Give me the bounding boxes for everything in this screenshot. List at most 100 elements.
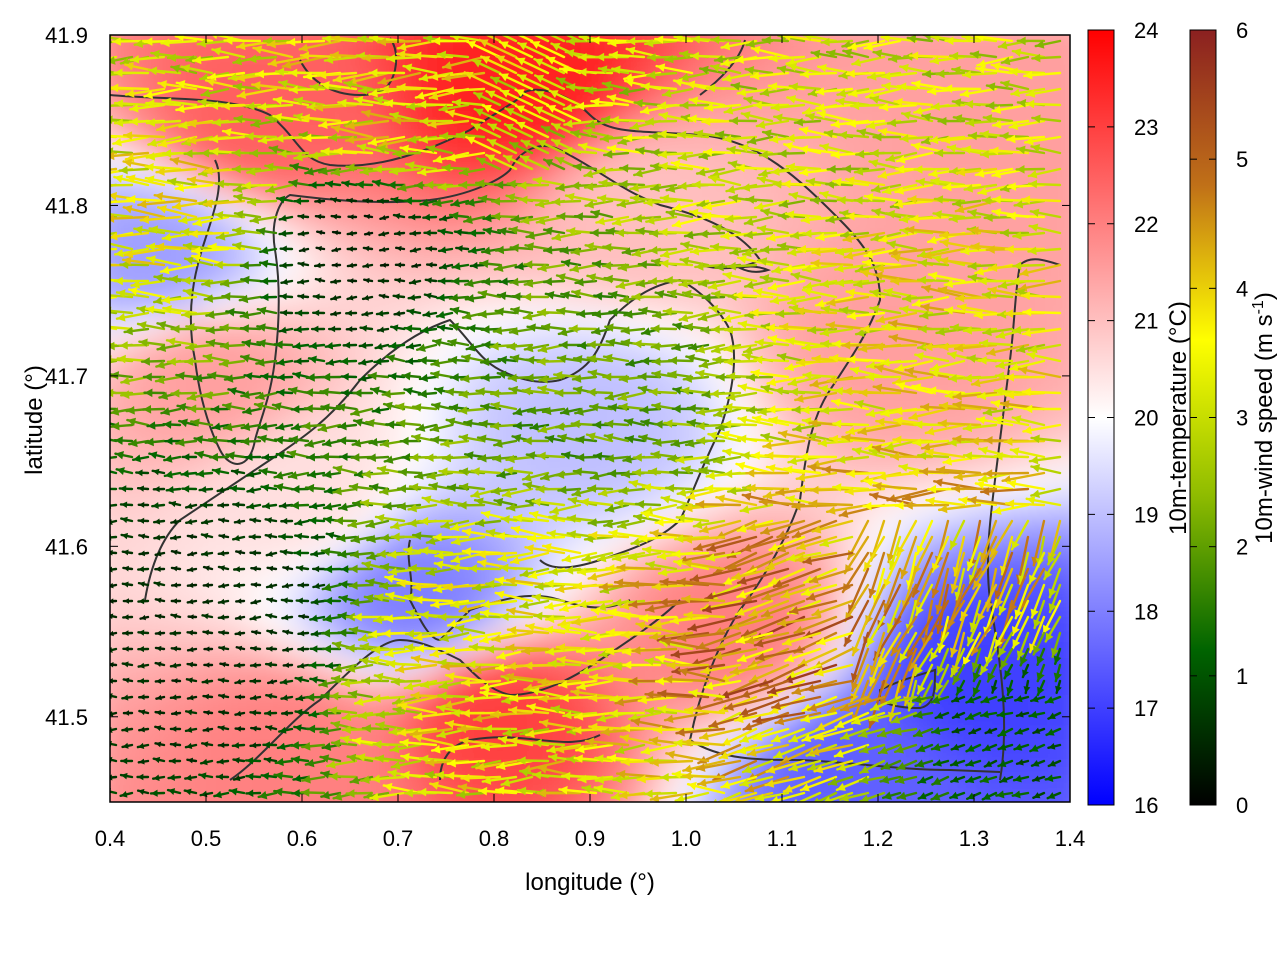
wind-arrow-head <box>552 139 562 148</box>
wind-arrow-head <box>96 404 104 413</box>
wind-arrow-head <box>387 180 396 190</box>
wind-arrow-head <box>410 230 417 237</box>
wind-arrow-head <box>437 324 446 332</box>
wind-arrow-head <box>696 345 706 354</box>
wind-arrow-head <box>1012 325 1022 335</box>
wind-arrow-head <box>673 386 683 395</box>
wind-arrow-head <box>909 412 919 421</box>
wind-arrow-head <box>446 417 456 426</box>
wind-arrow-head <box>578 52 587 62</box>
wind-arrow-head <box>1027 351 1036 360</box>
wind-arrow-head <box>216 179 225 189</box>
wind-arrow-shaft <box>110 358 134 363</box>
wind-arrow-head <box>724 106 734 115</box>
wind-arrow-head <box>326 358 335 366</box>
wind-arrow-head <box>864 193 874 202</box>
wind-arrow-head <box>697 199 707 209</box>
wind-arrow-shaft <box>110 231 118 236</box>
wind-arrow-head <box>421 326 429 334</box>
wind-arrow-head <box>736 163 745 173</box>
wind-arrow-head <box>912 383 922 392</box>
wind-arrow-head <box>263 36 272 46</box>
wind-arrow-head <box>203 390 213 400</box>
wind-arrow-head <box>866 409 876 418</box>
wind-arrow-head <box>928 235 937 245</box>
wind-arrow-head <box>117 354 126 364</box>
wind-arrow-head <box>518 42 528 51</box>
wind-arrow-head <box>386 420 395 429</box>
wind-arrow-head <box>571 181 580 190</box>
wind-arrow-head <box>464 215 473 224</box>
wind-arrow-head <box>835 264 844 273</box>
wind-arrow-head <box>851 101 860 111</box>
wind-arrow-head <box>924 342 933 352</box>
wind-arrow-head <box>552 123 562 132</box>
wind-arrow-head <box>253 45 263 54</box>
wind-arrow-head <box>948 374 958 383</box>
wind-arrow-head <box>208 242 217 252</box>
wind-arrow-head <box>433 155 443 164</box>
wind-arrow-head <box>171 324 180 334</box>
wind-arrow-head <box>713 355 722 365</box>
wind-arrow-head <box>198 98 207 107</box>
wind-arrow-head <box>931 35 940 42</box>
wind-arrow-head <box>208 371 217 380</box>
wind-arrow-head <box>466 198 475 207</box>
wind-arrow-head <box>745 66 755 75</box>
wind-arrow-head <box>351 408 361 417</box>
wind-arrow-head <box>1024 404 1033 414</box>
wind-arrow-shaft <box>110 294 134 299</box>
wind-arrow-head <box>976 65 985 74</box>
wind-arrow-head <box>594 291 603 301</box>
wind-arrow-head <box>483 213 492 223</box>
wind-arrow-head <box>760 88 770 97</box>
wind-arrow-head <box>811 258 820 268</box>
wind-arrow-head <box>492 196 501 206</box>
wind-arrow-head <box>237 41 246 51</box>
wind-arrow-head <box>607 94 617 103</box>
wind-arrow-head <box>278 149 287 158</box>
wind-arrow-head <box>936 327 945 337</box>
wind-arrow-head <box>445 387 455 397</box>
wind-arrow-head <box>194 373 203 383</box>
wind-arrow-head <box>930 135 939 145</box>
wind-arrow-head <box>212 47 222 56</box>
wind-arrow-head <box>338 98 347 108</box>
wind-arrow-head <box>847 119 857 128</box>
wind-arrow-head <box>908 194 917 204</box>
wind-arrow-head <box>987 347 996 357</box>
wind-arrow-head <box>852 58 862 67</box>
wind-arrow-head <box>986 82 996 91</box>
wind-arrow-head <box>698 313 708 322</box>
wind-arrow-head <box>731 82 741 91</box>
wind-arrow-head <box>821 305 831 314</box>
wind-arrow-head <box>257 306 267 316</box>
wind-arrow-head <box>319 120 328 129</box>
wind-arrow-head <box>492 212 501 221</box>
wind-arrow-head <box>846 211 855 221</box>
wind-arrow-head <box>432 402 441 411</box>
wind-arrow-head <box>146 152 156 161</box>
wind-arrow-head <box>183 288 193 297</box>
wind-arrow-head <box>183 241 193 251</box>
wind-arrow-head <box>417 343 426 352</box>
wind-arrow-head <box>223 422 233 432</box>
wind-arrow-head <box>945 36 954 46</box>
wind-arrow-head <box>587 354 597 364</box>
wind-arrow-head <box>330 50 339 60</box>
wind-arrow-head <box>746 195 755 204</box>
wind-arrow-head <box>466 136 476 145</box>
wind-arrow-head <box>802 287 812 296</box>
wind-arrow-head <box>1007 134 1016 144</box>
wind-arrow-head <box>884 287 894 297</box>
wind-arrow-head <box>986 101 995 110</box>
wind-arrow-head <box>584 169 594 179</box>
wind-arrow-shaft <box>532 35 550 43</box>
wind-arrow-head <box>680 101 689 110</box>
wind-arrow-head <box>398 183 407 192</box>
wind-arrow-head <box>935 148 944 158</box>
wind-arrow-head <box>743 248 752 258</box>
wind-arrow-head <box>497 370 507 380</box>
wind-arrow-head <box>305 167 314 176</box>
wind-arrow-head <box>456 130 466 140</box>
